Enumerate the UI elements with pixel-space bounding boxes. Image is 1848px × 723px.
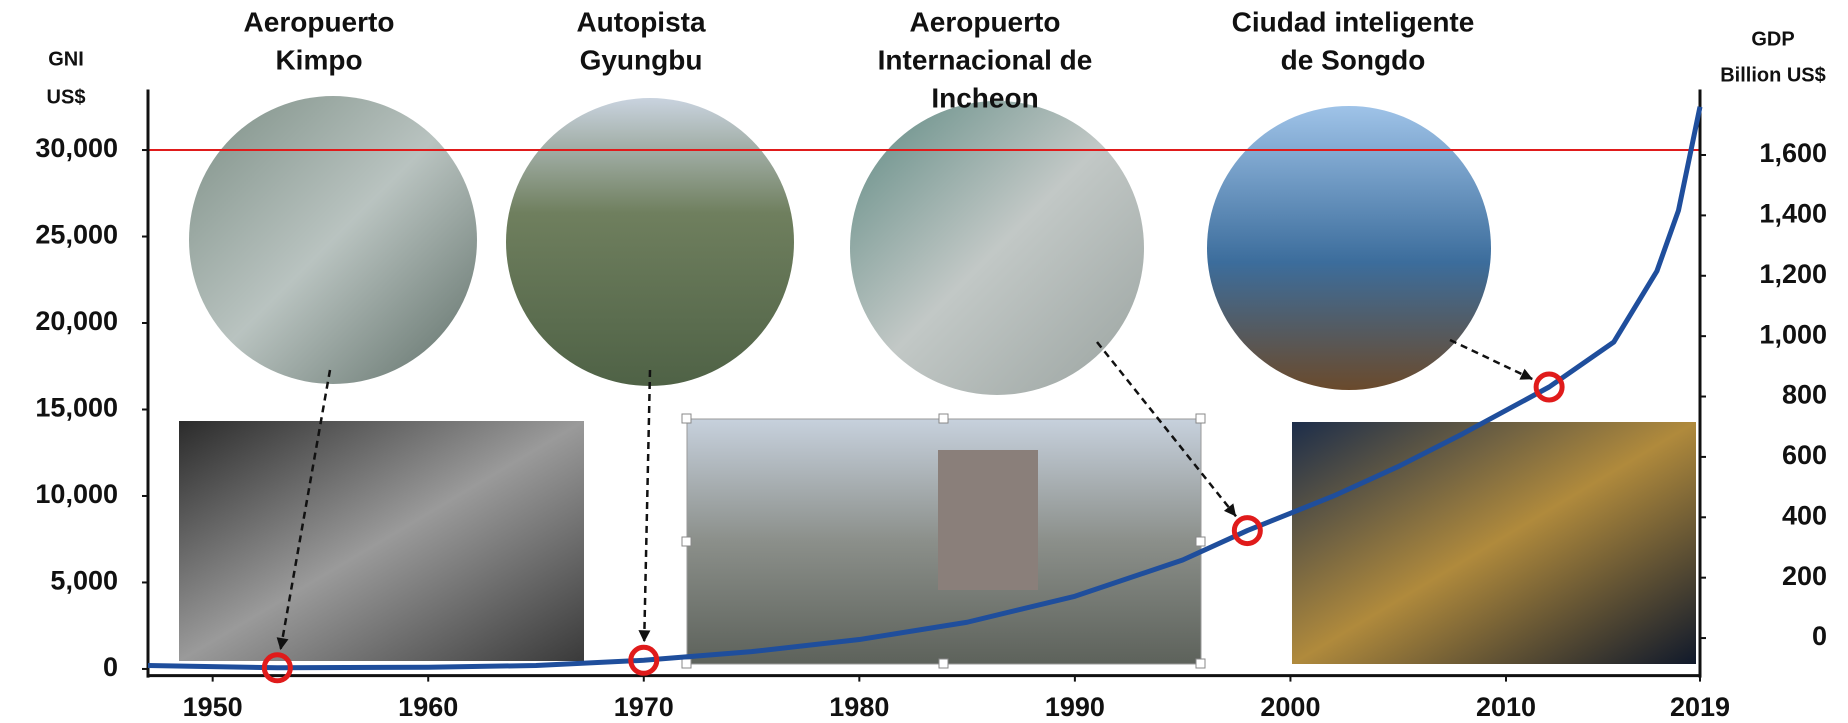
milestone-label: Internacional de (878, 44, 1093, 75)
x-tick-label: 1990 (1045, 692, 1105, 722)
x-tick-label: 2000 (1260, 692, 1320, 722)
y2-tick-label: 1,000 (1759, 319, 1827, 349)
x-tick-label: 2010 (1476, 692, 1536, 722)
milestone-arrow (1449, 338, 1534, 381)
photo-gyungbu (506, 98, 794, 386)
arrow-head (638, 630, 651, 643)
milestone-arrow (642, 369, 652, 643)
gni-line (147, 106, 1703, 671)
photo-building (938, 450, 1038, 590)
x-tick-label: 1970 (614, 692, 674, 722)
y-tick-label: 20,000 (35, 306, 118, 336)
y2-axis-label: Billion US$ (1720, 64, 1826, 86)
milestone-label: Kimpo (275, 44, 362, 75)
y2-tick-label: 1,400 (1759, 199, 1827, 229)
y-axis-label: GNI (48, 48, 84, 70)
milestone-marker (628, 644, 660, 676)
photo-songdo (1207, 106, 1491, 390)
milestone-label: Ciudad inteligente (1232, 6, 1475, 37)
milestone-label: Incheon (931, 82, 1038, 113)
y-tick-label: 25,000 (35, 220, 118, 250)
arrow-head (276, 637, 289, 651)
y2-tick-label: 400 (1782, 500, 1827, 530)
y2-tick-label: 200 (1782, 561, 1827, 591)
y2-tick-label: 600 (1782, 440, 1827, 470)
y-tick-label: 0 (103, 652, 118, 682)
milestone-arrow (1096, 341, 1238, 518)
photo-incheon (850, 101, 1144, 395)
milestone-marker (1533, 371, 1565, 403)
x-tick-label: 1950 (183, 692, 243, 722)
milestone-label: de Songdo (1281, 44, 1426, 75)
x-tick-label: 1960 (398, 692, 458, 722)
y-tick-label: 30,000 (35, 133, 118, 163)
milestone-marker (1231, 515, 1263, 547)
y2-tick-label: 0 (1812, 621, 1827, 651)
y-axis-label: US$ (47, 86, 86, 108)
y2-tick-label: 1,600 (1759, 138, 1827, 168)
y2-tick-label: 800 (1782, 380, 1827, 410)
y-tick-label: 10,000 (35, 479, 118, 509)
milestone-label: Autopista (576, 6, 706, 37)
photo-children (179, 421, 584, 661)
y-tick-label: 15,000 (35, 393, 118, 423)
y-tick-label: 5,000 (50, 566, 118, 596)
y2-axis-label: GDP (1751, 28, 1794, 50)
arrow-head (1223, 503, 1237, 517)
x-tick-label: 1980 (829, 692, 889, 722)
y2-tick-label: 1,200 (1759, 259, 1827, 289)
milestone-marker (261, 652, 293, 684)
photo-night-city (1292, 422, 1696, 664)
x-tick-label: 2019 (1670, 692, 1730, 722)
photo-kimpo (189, 96, 477, 384)
milestone-label: Aeropuerto (910, 6, 1061, 37)
milestone-label: Aeropuerto (244, 6, 395, 37)
milestone-label: Gyungbu (580, 44, 703, 75)
arrow-head (1519, 368, 1533, 380)
